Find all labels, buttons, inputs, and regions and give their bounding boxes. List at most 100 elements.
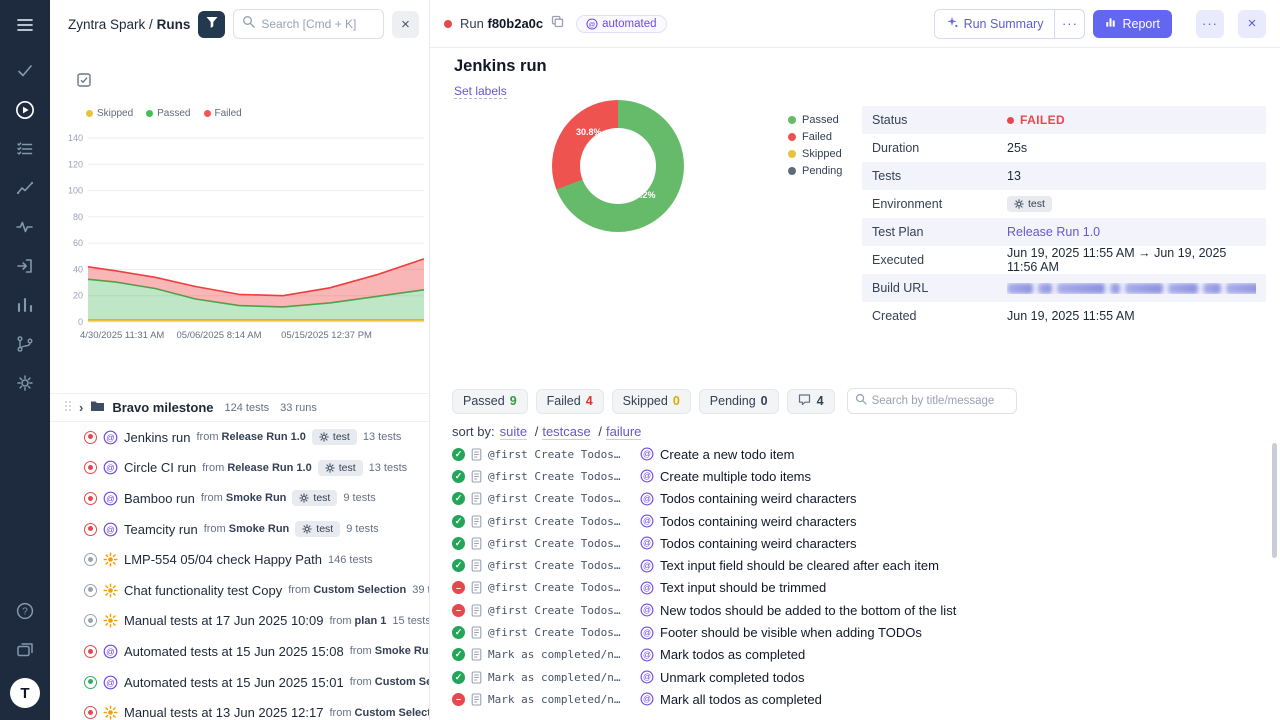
manual-icon — [103, 613, 118, 628]
test-row[interactable]: @first Create Todos… @ Create multiple t… — [452, 465, 1270, 487]
detail-label: Build URL — [872, 281, 929, 295]
test-row[interactable]: @first Create Todos… @ Text input field … — [452, 554, 1270, 576]
manual-icon — [103, 705, 118, 720]
document-icon — [471, 492, 482, 505]
test-row[interactable]: @first Create Todos… @ Footer should be … — [452, 621, 1270, 643]
comment-bubble-icon — [798, 393, 811, 409]
reports-bars-icon[interactable] — [14, 294, 36, 316]
svg-text:?: ? — [22, 607, 28, 618]
pulse-icon[interactable] — [14, 216, 36, 238]
automated-icon: @ — [640, 626, 654, 640]
run-title: Circle CI run — [124, 460, 197, 476]
tests-search[interactable] — [846, 388, 1017, 414]
detail-row: Build URL — [862, 274, 1266, 302]
test-row[interactable]: @first Create Todos… @ Todos containing … — [452, 510, 1270, 532]
run-row[interactable]: @ Bamboo run from Smoke Run test 9 tests — [50, 483, 429, 514]
select-runs-icon[interactable] — [76, 72, 92, 88]
tests-search-input[interactable] — [871, 395, 1009, 407]
automated-icon: @ — [640, 692, 654, 706]
scrollbar-thumb[interactable] — [1272, 443, 1277, 558]
svg-text:@: @ — [643, 561, 651, 570]
breadcrumb: Zyntra Spark / Runs — [68, 16, 191, 32]
test-row[interactable]: @first Create Todos… @ Todos containing … — [452, 488, 1270, 510]
run-row[interactable]: @ Circle CI run from Release Run 1.0 tes… — [50, 453, 429, 484]
run-row[interactable]: @ Automated tests at 15 Jun 2025 15:08 f… — [50, 636, 429, 667]
milestone-row[interactable]: › Bravo milestone 124 tests 33 runs — [50, 393, 429, 422]
svg-text:@: @ — [643, 450, 651, 459]
result-filter-chip[interactable]: Passed 9 — [452, 388, 528, 414]
runs-search[interactable] — [233, 9, 384, 39]
svg-text:@: @ — [643, 517, 651, 526]
copy-icon[interactable] — [551, 15, 564, 33]
folder-icon — [90, 399, 105, 417]
test-suite: @first Create Todos… — [488, 536, 621, 550]
menu-icon[interactable] — [14, 14, 36, 36]
run-row[interactable]: @ LMP-554 05/04 check Happy Path from 14… — [50, 544, 429, 575]
run-status-icon — [84, 553, 97, 567]
automated-badge: @ automated — [576, 14, 667, 33]
test-row[interactable]: @first Create Todos… @ Todos containing … — [452, 532, 1270, 554]
test-row[interactable]: @first Create Todos… @ Text input should… — [452, 577, 1270, 599]
close-panel-button[interactable]: × — [392, 10, 419, 38]
result-filter-chip[interactable]: Failed 4 — [535, 388, 604, 414]
set-labels-link[interactable]: Set labels — [454, 84, 507, 99]
summary-more-button[interactable]: ··· — [1054, 9, 1084, 38]
svg-text:40: 40 — [73, 264, 83, 274]
runs-play-icon[interactable] — [14, 99, 36, 121]
svg-text:@: @ — [643, 539, 651, 548]
automated-icon: @ — [103, 675, 118, 689]
comments-filter-chip[interactable]: 4 — [786, 388, 835, 414]
chart-legend: Skipped Passed Failed — [86, 108, 242, 119]
help-icon[interactable]: ? — [14, 600, 36, 622]
run-row[interactable]: @ Jenkins run from Release Run 1.0 test … — [50, 422, 429, 453]
run-row[interactable]: @ Teamcity run from Smoke Run test 9 tes… — [50, 514, 429, 545]
run-summary-button[interactable]: Run Summary — [934, 9, 1055, 38]
test-status-icon — [452, 648, 465, 662]
more-actions-button[interactable]: ··· — [1196, 9, 1224, 38]
test-row[interactable]: @first Create Todos… @ Create a new todo… — [452, 443, 1270, 465]
suites-list-icon[interactable] — [14, 138, 36, 160]
run-row[interactable]: @ Chat functionality test Copy from Cust… — [50, 575, 429, 606]
run-row[interactable]: @ Automated tests at 15 Jun 2025 15:01 f… — [50, 667, 429, 698]
automated-icon: @ — [586, 17, 598, 30]
result-filter-chip[interactable]: Skipped 0 — [611, 388, 691, 414]
detail-text: 13 — [1007, 169, 1021, 183]
run-summary-group: Run Summary ··· — [933, 8, 1086, 39]
run-row[interactable]: @ Manual tests at 13 Jun 2025 12:17 from… — [50, 697, 429, 720]
projects-icon[interactable] — [14, 639, 36, 661]
settings-gear-icon[interactable] — [14, 372, 36, 394]
svg-text:@: @ — [106, 432, 115, 442]
analytics-line-icon[interactable] — [14, 177, 36, 199]
test-suite: @first Create Todos… — [488, 559, 621, 573]
tests-check-icon[interactable] — [14, 60, 36, 82]
test-status-icon — [452, 581, 465, 595]
donut-legend-item: Pending — [788, 165, 842, 177]
filter-button[interactable] — [198, 10, 226, 38]
test-row[interactable]: @first Create Todos… @ New todos should … — [452, 599, 1270, 621]
import-icon[interactable] — [14, 255, 36, 277]
test-row[interactable]: Mark as completed/n… @ Mark all todos as… — [452, 688, 1270, 710]
drag-handle-icon[interactable] — [64, 399, 72, 417]
svg-text:@: @ — [643, 472, 651, 481]
test-row[interactable]: Mark as completed/n… @ Unmark completed … — [452, 666, 1270, 688]
detail-label: Status — [872, 113, 908, 127]
automated-icon: @ — [103, 430, 118, 445]
automated-icon: @ — [640, 536, 654, 550]
test-title: Text input should be trimmed — [660, 580, 827, 596]
svg-text:05/06/2025 8:14 AM: 05/06/2025 8:14 AM — [177, 330, 262, 341]
chevron-right-icon[interactable]: › — [79, 400, 84, 415]
run-row[interactable]: @ Manual tests at 17 Jun 2025 10:09 from… — [50, 606, 429, 637]
project-name[interactable]: Zyntra Spark — [68, 16, 146, 32]
gear-icon — [324, 463, 335, 473]
test-row[interactable]: Mark as completed/n… @ Mark todos as com… — [452, 644, 1270, 666]
report-button[interactable]: Report — [1093, 9, 1172, 38]
close-run-button[interactable]: × — [1238, 9, 1266, 38]
svg-text:@: @ — [106, 493, 115, 503]
svg-text:05/15/2025 12:37 PM: 05/15/2025 12:37 PM — [281, 330, 372, 341]
branches-icon[interactable] — [14, 333, 36, 355]
svg-text:0: 0 — [78, 317, 83, 327]
runs-search-input[interactable] — [261, 17, 377, 31]
result-filter-chip[interactable]: Pending 0 — [698, 388, 779, 414]
detail-text: 25s — [1007, 141, 1028, 155]
app-logo[interactable]: T — [10, 678, 40, 708]
